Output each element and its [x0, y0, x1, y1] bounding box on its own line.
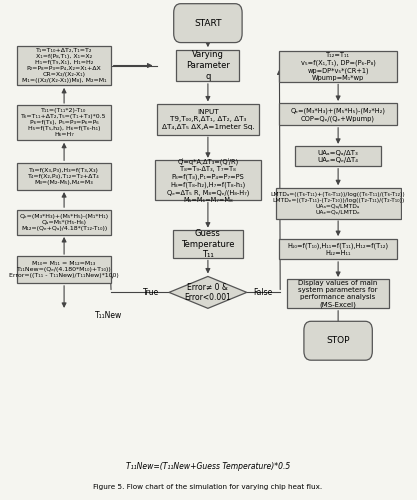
FancyBboxPatch shape [17, 210, 111, 234]
FancyBboxPatch shape [304, 322, 372, 360]
Text: Display values of main
system parameters for
performance analysis
(MS-Excel): Display values of main system parameters… [299, 280, 378, 308]
Text: Guess
Temperature
T₁₁: Guess Temperature T₁₁ [181, 229, 235, 260]
FancyBboxPatch shape [279, 104, 397, 126]
FancyBboxPatch shape [295, 146, 381, 166]
FancyBboxPatch shape [17, 46, 111, 86]
Text: STOP: STOP [327, 336, 350, 345]
Text: Qᴵ=q*A,ΔT₃=(Qᴵ/R)
T₈=T₉-ΔT₃, T₇=T₈
P₈=f(T₈),P₁=P₄=P₇=PS
H₈=f(T₈-h₂),H₇=f(T₈-h₁)
: Qᴵ=q*A,ΔT₃=(Qᴵ/R) T₈=T₉-ΔT₃, T₇=T₈ P₈=f(… [167, 158, 249, 203]
Text: False: False [254, 288, 273, 297]
Text: Qₑ=(M₃*H₃)+(M₅*H₅)-(M₁*H₁)
Qₐ=M₅*(H₅-H₆)
M₁₂=(Qₑ+Qₐ)/4.18*(T₁₂-T₁₀)): Qₑ=(M₃*H₃)+(M₅*H₅)-(M₁*H₁) Qₐ=M₅*(H₅-H₆)… [20, 214, 109, 230]
FancyBboxPatch shape [174, 4, 242, 42]
Text: INPUT
T9,T₀₀,R,ΔT₁, ΔT₂, ΔT₃
ΔT₄,ΔT₅ ΔX,A=1meter Sq.: INPUT T9,T₀₀,R,ΔT₁, ΔT₂, ΔT₃ ΔT₄,ΔT₅ ΔX,… [161, 109, 254, 130]
Text: Figure 5. Flow chart of the simulation for varying chip heat flux.: Figure 5. Flow chart of the simulation f… [93, 484, 322, 490]
Text: Qₑ=(M₃*H₃)+(M₅*H₅)-(M₂*H₂)
COP=Qₑ/(Qₑ+Wpump): Qₑ=(M₃*H₃)+(M₅*H₅)-(M₂*H₂) COP=Qₑ/(Qₑ+Wp… [291, 108, 386, 122]
FancyBboxPatch shape [176, 50, 239, 82]
FancyBboxPatch shape [276, 188, 401, 218]
FancyBboxPatch shape [173, 230, 243, 258]
FancyBboxPatch shape [157, 104, 259, 135]
Text: T₁=T₁₀+ΔT₂,T₁=T₂
X₁=f(P₈,T₁), X₁=X₂
H₁=f(T₉,X₁), H₁=H₂
P₂=P₈=P₃=P₄,X₂=X₁+ΔX
CR=X: T₁=T₁₀+ΔT₂,T₁=T₂ X₁=f(P₈,T₁), X₁=X₂ H₁=f… [22, 48, 106, 83]
Text: T₁₁New=(T₁₁New+Guess Temperature)*0.5: T₁₁New=(T₁₁New+Guess Temperature)*0.5 [126, 462, 290, 471]
FancyBboxPatch shape [279, 51, 397, 82]
Text: T₁₁New: T₁₁New [95, 312, 123, 320]
FancyBboxPatch shape [17, 162, 111, 190]
FancyBboxPatch shape [279, 238, 397, 260]
Text: M₁₀= M₁₁ = M₁₂=M₁₃
T₁₁New=(Qₑ/(4.180*M₁₀)+T₁₀))
Error=((T₁₁ - T₁₁New)/T₁₁New)*10: M₁₀= M₁₁ = M₁₂=M₁₃ T₁₁New=(Qₑ/(4.180*M₁₀… [9, 262, 119, 278]
FancyBboxPatch shape [155, 160, 261, 200]
Text: True: True [143, 288, 160, 297]
Text: Error≠ 0 &
Error<0.001: Error≠ 0 & Error<0.001 [184, 282, 231, 302]
FancyBboxPatch shape [17, 106, 111, 140]
Text: Varying
Parameter
q: Varying Parameter q [186, 50, 230, 81]
Polygon shape [169, 276, 247, 308]
Text: T₃=f(X₃,P₃),H₃=f(T₃,X₃)
T₄=f(X₂,P₄),T₁₂=T₂+ΔT₄
M₃=(M₂-M₅),M₄=M₃: T₃=f(X₃,P₃),H₃=f(T₃,X₃) T₄=f(X₂,P₄),T₁₂=… [28, 168, 100, 184]
Text: H₁₀=f(T₁₀),H₁₁=f(T₁₁),H₁₂=f(T₁₂)
H₁₂=H₁₁: H₁₀=f(T₁₀),H₁₁=f(T₁₁),H₁₂=f(T₁₂) H₁₂=H₁₁ [288, 242, 389, 256]
Text: LMTDₐ=((T₆-T₁₁)+(T₆-T₁₂))/log((T₆-T₁₁)/(T₆-T₁₂))
LMTDₑ=((T₂-T₁₁)-(T₂-T₁₀))/log((: LMTDₐ=((T₆-T₁₁)+(T₆-T₁₂))/log((T₆-T₁₁)/(… [271, 192, 405, 214]
Text: UAₐ=Qₐ/ΔT₃
UAₑ=Qₑ/ΔT₄: UAₐ=Qₐ/ΔT₃ UAₑ=Qₑ/ΔT₄ [318, 150, 359, 163]
Text: START: START [194, 18, 222, 28]
Text: T₁₂=T₁₁
v₅=f(X₁,T₁), DP=(P₆-P₈)
wp=DP*v₅*(CR+1)
Wpump=M₁*wp: T₁₂=T₁₁ v₅=f(X₁,T₁), DP=(P₆-P₈) wp=DP*v₅… [301, 52, 376, 81]
FancyBboxPatch shape [287, 280, 389, 308]
Text: T₁₁=(T₁₁*2)-T₁₀
T₆=T₁₁+ΔT₂,T₅=(T₁+T₃)*0.5
P₆=f(T₆), P₅=P₃=P₆=P₆
H₅=f(T₅,h₂), H₆=: T₁₁=(T₁₁*2)-T₁₀ T₆=T₁₁+ΔT₂,T₅=(T₁+T₃)*0.… [21, 108, 107, 138]
FancyBboxPatch shape [17, 256, 111, 283]
